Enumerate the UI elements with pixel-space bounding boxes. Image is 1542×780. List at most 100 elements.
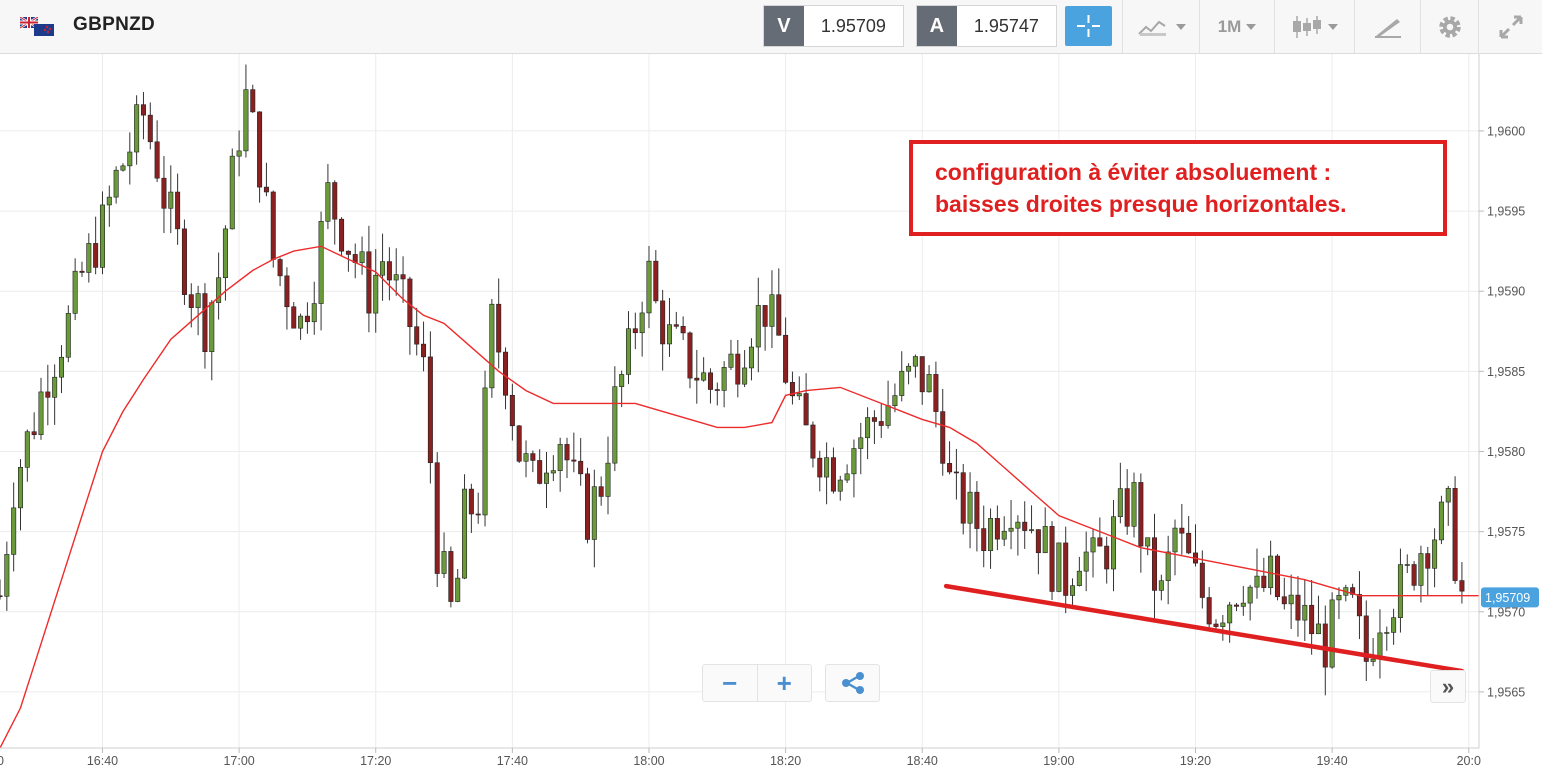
- candle-body: [1288, 594, 1294, 605]
- candle-body: [1336, 594, 1342, 601]
- candle-body: [332, 182, 338, 220]
- candle-body: [1268, 555, 1274, 588]
- candle-body: [585, 473, 591, 540]
- candle-style-dropdown[interactable]: [1274, 0, 1354, 54]
- timeframe-label: 1M: [1217, 17, 1242, 36]
- timeframe-dropdown[interactable]: 1M: [1199, 0, 1274, 54]
- annotation-trendline: [943, 583, 1465, 674]
- candle-body: [899, 370, 905, 396]
- candle-body: [680, 326, 686, 334]
- chart-type-dropdown[interactable]: [1122, 0, 1199, 54]
- candle-body: [1172, 527, 1178, 553]
- crosshair-button[interactable]: [1065, 6, 1112, 46]
- candle-body: [625, 328, 631, 375]
- candle-body: [1056, 542, 1062, 592]
- gear-icon: [1438, 16, 1461, 38]
- candle-body: [776, 294, 782, 336]
- candle-body: [359, 251, 365, 263]
- candle-body: [933, 374, 939, 412]
- candle-body: [653, 260, 659, 302]
- candle-body: [31, 431, 37, 436]
- chevron-down-icon: [1175, 24, 1186, 30]
- x-tick-label: 17:00: [223, 754, 254, 768]
- candle-body: [93, 243, 99, 268]
- candle-body: [1076, 570, 1082, 586]
- x-tick-label: 20:0: [1457, 754, 1481, 768]
- candle-body: [1008, 527, 1014, 532]
- sell-price-button[interactable]: V 1.95709: [763, 5, 904, 47]
- current-price-tag-label: 1,95709: [1485, 591, 1530, 605]
- candle-body: [1227, 604, 1233, 624]
- zoom-in-button[interactable]: +: [756, 665, 812, 701]
- candle-body: [1384, 632, 1390, 634]
- candle-body: [99, 204, 105, 268]
- candle-body: [257, 111, 263, 188]
- chart-type-icon: [1137, 20, 1166, 36]
- candle-body: [1452, 488, 1458, 581]
- candle-body: [263, 186, 269, 193]
- candle-body: [530, 453, 536, 461]
- candle-body: [421, 343, 427, 358]
- candle-body: [1090, 537, 1096, 553]
- share-button[interactable]: [825, 664, 880, 702]
- scroll-to-latest-button[interactable]: »: [1430, 670, 1466, 703]
- y-tick-label: 1,9600: [1487, 124, 1525, 138]
- candle-body: [1411, 564, 1417, 586]
- candle-body: [1186, 532, 1192, 554]
- candle-body: [701, 372, 707, 381]
- fullscreen-button[interactable]: [1478, 0, 1542, 54]
- y-tick-label: 1,9590: [1487, 285, 1525, 299]
- candle-body: [810, 424, 816, 459]
- drawing-tools-button[interactable]: [1354, 0, 1420, 54]
- buy-price-button[interactable]: A 1.95747: [916, 5, 1057, 47]
- candle-body: [953, 471, 959, 474]
- candle-body: [673, 324, 679, 327]
- candle-body: [1165, 551, 1171, 582]
- candle-body: [489, 303, 495, 389]
- settings-button[interactable]: [1420, 0, 1478, 54]
- candlestick-icon: [1293, 16, 1321, 38]
- candle-body: [140, 104, 146, 116]
- candle-body: [1070, 585, 1076, 596]
- candle-body: [222, 228, 228, 279]
- candle-body: [646, 260, 652, 314]
- current-price-tag-bg: [1481, 587, 1539, 608]
- candle-body: [803, 393, 809, 426]
- candle-body: [885, 405, 891, 426]
- candle-body: [926, 374, 932, 393]
- zoom-out-button[interactable]: −: [722, 667, 738, 698]
- candle-body: [339, 218, 345, 252]
- buy-price: 1.95747: [973, 15, 1039, 36]
- candle-body: [865, 417, 871, 439]
- candle-body: [209, 302, 215, 353]
- candle-body: [270, 191, 276, 260]
- annotation-line-1: configuration à éviter absoluement :: [935, 159, 1332, 185]
- candle-body: [311, 303, 317, 323]
- candle-body: [1404, 564, 1410, 566]
- x-tick-label: 18:20: [770, 754, 801, 768]
- candle-body: [1097, 537, 1103, 547]
- candle-body: [65, 313, 71, 358]
- candle-body: [919, 356, 925, 393]
- candle-body: [17, 467, 23, 509]
- candle-body: [1302, 604, 1308, 621]
- candle-body: [605, 462, 611, 497]
- candle-body: [742, 367, 748, 385]
- candle-body: [967, 491, 973, 524]
- candle-body: [127, 151, 133, 167]
- candle-body: [1179, 527, 1185, 534]
- candle-body: [837, 479, 843, 492]
- candle-body: [1295, 594, 1301, 621]
- chevron-down-icon: [1246, 24, 1257, 30]
- candle-body: [4, 554, 10, 597]
- candle-body: [783, 334, 789, 383]
- candle-body: [1281, 596, 1287, 605]
- candle-body: [817, 457, 823, 478]
- candle-body: [58, 356, 64, 378]
- candle-body: [591, 486, 597, 540]
- candle-body: [878, 421, 884, 426]
- candle-body: [619, 374, 625, 387]
- candle-body: [940, 411, 946, 464]
- y-axis: 1,9600 1,9595 1,9590 1,9585 1,9580 1,9575 1,95…: [1479, 124, 1525, 699]
- share-icon: [841, 672, 864, 694]
